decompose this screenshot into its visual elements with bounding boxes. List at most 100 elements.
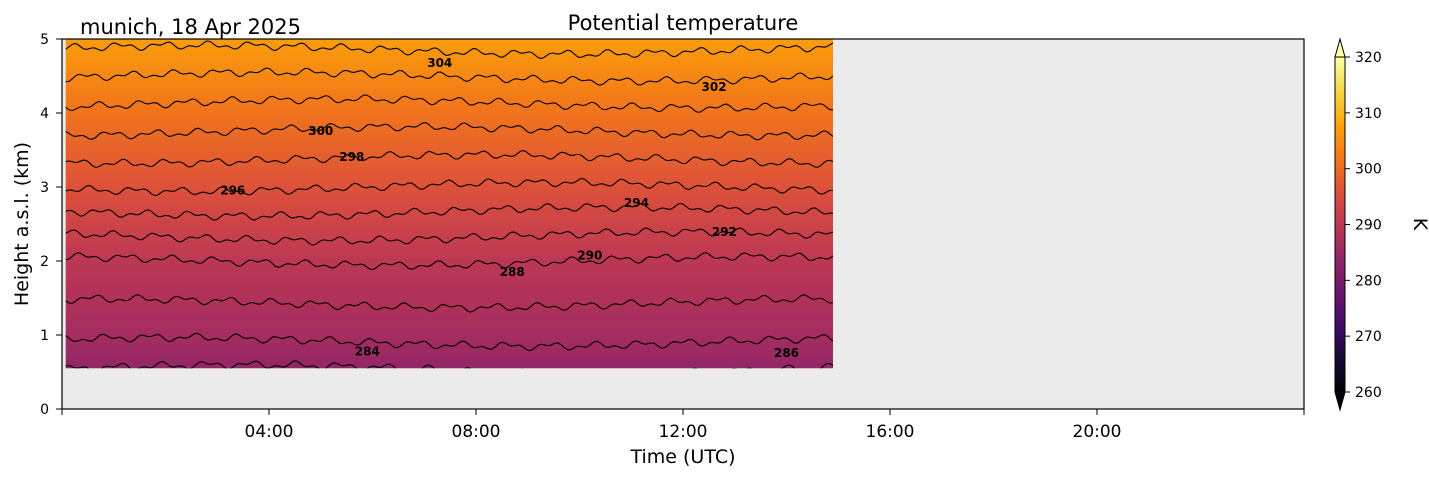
y-tick-label: 1 — [40, 328, 49, 344]
contour-layer — [65, 40, 834, 369]
heatmap-band — [65, 123, 834, 128]
heatmap-band — [65, 42, 834, 47]
colorbar-tick-label: 280 — [1355, 273, 1382, 289]
contour-label: 302 — [702, 80, 727, 94]
y-tick-label: 2 — [40, 254, 49, 270]
x-tick-label: 16:00 — [866, 422, 915, 442]
heatmap-band — [65, 97, 834, 102]
heatmap-band — [65, 199, 834, 205]
colorbar-tick-label: 290 — [1355, 218, 1382, 234]
heatmap-band — [65, 262, 834, 267]
contour-line-298 — [65, 149, 834, 168]
colorbar: 260 270 280 290 300 310 320 K — [1334, 37, 1429, 412]
heatmap-band — [65, 243, 834, 249]
heatmap-band — [65, 360, 834, 366]
heatmap-band — [65, 115, 834, 121]
heatmap-band — [65, 324, 834, 329]
y-tick-label: 5 — [40, 32, 49, 48]
heatmap-band — [65, 137, 834, 143]
heatmap-band — [65, 90, 834, 95]
contour-line-292 — [65, 227, 834, 246]
heatmap-band — [65, 357, 834, 362]
heatmap-band — [65, 163, 834, 168]
heatmap-band — [65, 159, 834, 165]
heatmap-band — [65, 240, 834, 245]
contour-line-296 — [65, 177, 834, 196]
heatmap-band — [65, 71, 834, 77]
heatmap-band — [65, 196, 834, 201]
heatmap-band — [65, 86, 834, 91]
heatmap-band — [65, 346, 834, 351]
heatmap-band — [65, 232, 834, 238]
heatmap-band — [65, 258, 834, 263]
heatmap-band — [65, 229, 834, 234]
heatmap-band — [65, 236, 834, 241]
contour-line-300 — [65, 122, 834, 141]
heatmap-band — [65, 108, 834, 113]
heatmap-band — [65, 214, 834, 219]
colorbar-extend-max — [1334, 37, 1346, 58]
heatmap-band — [65, 247, 834, 252]
contour-label: 298 — [339, 150, 364, 164]
heatmap-band — [65, 306, 834, 311]
heatmap-band — [65, 75, 834, 80]
y-axis-label: Height a.s.l. (km) — [11, 142, 33, 306]
heatmap-band — [65, 225, 834, 230]
heatmap-band — [65, 273, 834, 278]
heatmap-band — [65, 291, 834, 296]
heatmap-band — [65, 174, 834, 179]
chart-subtitle: munich, 18 Apr 2025 — [80, 15, 301, 39]
heatmap-band — [65, 181, 834, 186]
heatmap-band — [65, 93, 834, 99]
heatmap-band — [65, 60, 834, 66]
contour-label: 294 — [624, 196, 649, 210]
heatmap-band — [65, 320, 834, 325]
y-tick-label: 4 — [40, 106, 49, 122]
contour-label: 286 — [774, 346, 799, 360]
heatmap-band — [65, 313, 834, 318]
heatmap-band — [65, 280, 834, 285]
colorbar-tick-label: 320 — [1355, 50, 1382, 66]
heatmap-band — [65, 130, 834, 135]
heatmap-band — [65, 141, 834, 146]
heatmap-band — [65, 339, 834, 344]
heatmap-band — [65, 104, 834, 110]
heatmap-band — [65, 353, 834, 358]
contour-label-layer: 284 286 288 290 292 294 296 298 300 302 304 — [220, 56, 799, 360]
heatmap-band — [65, 49, 834, 55]
heatmap-band — [65, 298, 834, 304]
x-tick-label: 12:00 — [659, 422, 708, 442]
heatmap-band — [65, 342, 834, 347]
heatmap-band — [65, 287, 834, 293]
heatmap-band — [65, 254, 834, 260]
heatmap-band — [65, 79, 834, 84]
contour-line-306 — [65, 40, 834, 60]
heatmap-band — [65, 189, 834, 194]
y-tick-label: 3 — [40, 180, 49, 196]
colorbar-label: K — [1409, 218, 1429, 231]
contour-label: 290 — [577, 249, 602, 263]
contour-label: 300 — [308, 124, 333, 138]
heatmap-band — [65, 309, 834, 315]
heatmap-band — [65, 317, 834, 322]
heatmap-band — [65, 210, 834, 216]
heatmap-band — [65, 350, 834, 355]
heatmap-band — [65, 53, 834, 58]
heatmap-band — [65, 82, 834, 88]
heatmap-band — [65, 269, 834, 274]
heatmap-band — [65, 112, 834, 117]
colorbar-extend-min — [1334, 391, 1346, 412]
contour-label: 284 — [355, 345, 380, 359]
heatmap-band — [65, 302, 834, 307]
heatmap-band — [65, 39, 834, 44]
heatmap-band — [65, 265, 834, 271]
heatmap-band — [65, 335, 834, 340]
contour-line-288 — [65, 294, 834, 313]
colorbar-ticks: 260 270 280 290 300 310 320 — [1345, 50, 1382, 401]
heatmap-band — [65, 68, 834, 73]
contour-label: 304 — [427, 56, 452, 70]
contour-line-284 — [65, 360, 834, 369]
y-tick-label: 0 — [40, 402, 49, 418]
heatmap-band — [65, 170, 834, 175]
